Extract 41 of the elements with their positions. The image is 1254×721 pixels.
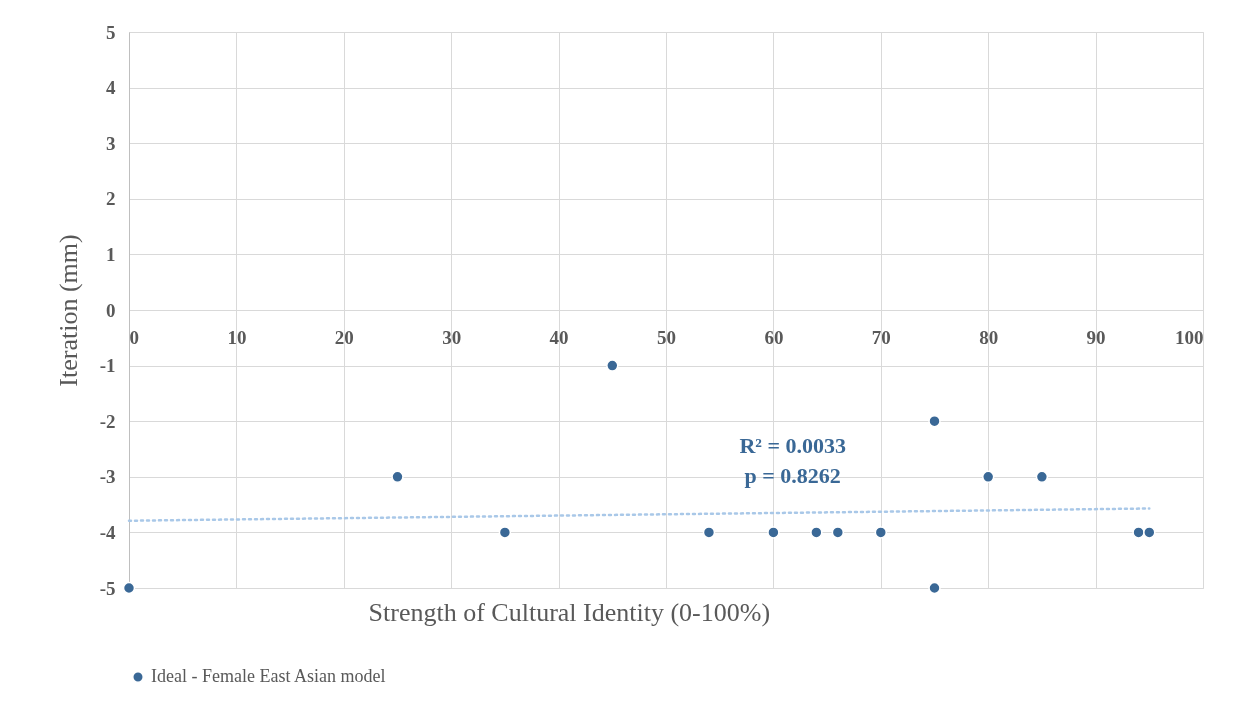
point: [702, 526, 716, 539]
legend-label: Ideal - Female East Asian model: [151, 666, 386, 686]
y-tick-label: 1: [106, 243, 116, 265]
x-tick-label: 0: [129, 326, 139, 348]
point: [767, 526, 780, 539]
x-tick-label: 20: [334, 326, 354, 348]
y-tick-label: -5: [99, 577, 116, 599]
y-tick-label: -1: [99, 355, 116, 377]
point: [874, 526, 888, 539]
x-tick-label: 90: [1086, 326, 1106, 348]
point: [810, 526, 823, 539]
point: [1143, 526, 1156, 539]
annotation: R² = 0.0033: [739, 433, 846, 459]
y-tick-label: 0: [106, 299, 116, 321]
point: [122, 581, 136, 595]
point: [981, 470, 995, 484]
x-tick-label: 100: [1175, 326, 1204, 348]
y-tick-label: 5: [106, 21, 116, 43]
point: [928, 414, 941, 428]
point: [498, 526, 512, 539]
annotation: p = 0.8262: [744, 463, 841, 489]
x-tick-label: 40: [549, 326, 569, 348]
y-tick-label: 2: [106, 188, 116, 210]
point: [831, 526, 845, 539]
x-tick-label: 50: [657, 326, 676, 348]
x-axis-title: Strength of Cultural Identity (0-100%): [368, 598, 771, 627]
y-tick-label: -2: [99, 410, 116, 432]
y-axis-title: Iteration (mm): [53, 234, 83, 387]
point: [391, 470, 404, 484]
x-tick-label: 70: [871, 326, 891, 348]
y-tick-label: 4: [106, 77, 116, 99]
y-tick-label: 3: [106, 132, 116, 154]
x-tick-label: 30: [442, 326, 462, 348]
point: [1035, 470, 1049, 484]
x-tick-label: 80: [979, 326, 999, 348]
y-tick-label: -4: [99, 521, 116, 543]
x-tick-label: 10: [227, 326, 247, 348]
point: [606, 359, 619, 372]
x-tick-label: 60: [764, 326, 784, 348]
point: [928, 581, 941, 595]
y-tick-label: -3: [99, 466, 116, 488]
